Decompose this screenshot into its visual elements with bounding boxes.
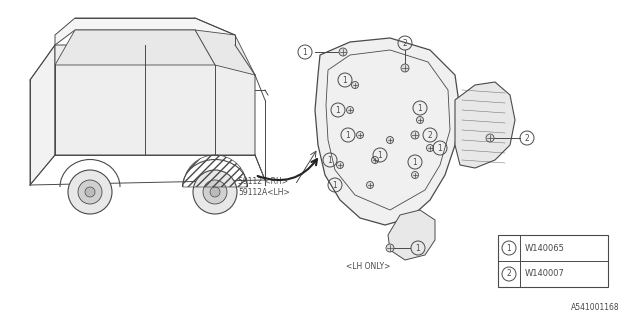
Text: 1: 1 xyxy=(328,156,332,164)
Polygon shape xyxy=(195,30,255,75)
Circle shape xyxy=(417,116,424,124)
Text: <LH ONLY>: <LH ONLY> xyxy=(346,262,390,271)
Polygon shape xyxy=(455,82,515,168)
Text: 59112A<LH>: 59112A<LH> xyxy=(238,188,290,196)
Circle shape xyxy=(386,244,394,252)
Text: W140065: W140065 xyxy=(525,244,565,252)
Polygon shape xyxy=(55,45,255,155)
Circle shape xyxy=(371,156,378,164)
Circle shape xyxy=(339,48,347,56)
Text: 1: 1 xyxy=(333,180,337,189)
Circle shape xyxy=(426,145,433,151)
Circle shape xyxy=(486,134,494,142)
Text: 1: 1 xyxy=(507,244,511,252)
Text: A541001168: A541001168 xyxy=(572,303,620,312)
Circle shape xyxy=(337,162,344,169)
Text: 2: 2 xyxy=(525,133,529,142)
Circle shape xyxy=(401,64,409,72)
FancyArrowPatch shape xyxy=(258,159,317,180)
Polygon shape xyxy=(55,30,215,65)
Polygon shape xyxy=(315,38,460,225)
Text: W140007: W140007 xyxy=(525,269,565,278)
Text: 1: 1 xyxy=(418,103,422,113)
Circle shape xyxy=(210,187,220,197)
FancyBboxPatch shape xyxy=(498,235,608,287)
Text: 1: 1 xyxy=(342,76,348,84)
Circle shape xyxy=(68,170,112,214)
Text: 1: 1 xyxy=(378,150,382,159)
Text: 1: 1 xyxy=(415,244,420,252)
Circle shape xyxy=(193,170,237,214)
Circle shape xyxy=(387,137,394,143)
Text: 2: 2 xyxy=(428,131,433,140)
Text: 2: 2 xyxy=(507,269,511,278)
Text: 1: 1 xyxy=(413,157,417,166)
Circle shape xyxy=(78,180,102,204)
Text: 1: 1 xyxy=(335,106,340,115)
Polygon shape xyxy=(388,210,435,260)
Circle shape xyxy=(412,172,419,179)
Circle shape xyxy=(85,187,95,197)
Circle shape xyxy=(203,180,227,204)
Polygon shape xyxy=(30,45,55,185)
Circle shape xyxy=(367,181,374,188)
Circle shape xyxy=(356,132,364,139)
Text: 1: 1 xyxy=(303,47,307,57)
Text: 59112 <RH>: 59112 <RH> xyxy=(238,177,288,186)
Circle shape xyxy=(351,82,358,89)
Polygon shape xyxy=(55,18,235,45)
Circle shape xyxy=(411,131,419,139)
Text: 1: 1 xyxy=(438,143,442,153)
Text: 1: 1 xyxy=(346,131,350,140)
Text: 2: 2 xyxy=(403,38,408,47)
Circle shape xyxy=(346,107,353,114)
